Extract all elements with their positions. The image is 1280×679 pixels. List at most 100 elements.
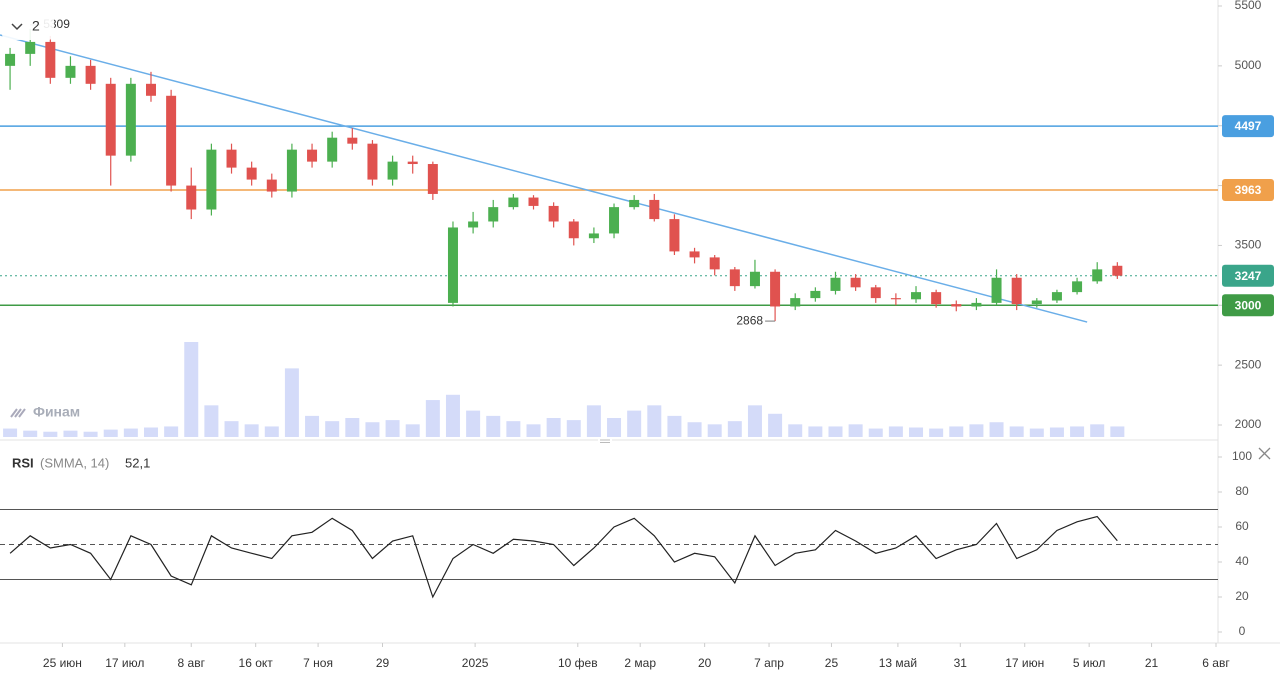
candle-body: [186, 185, 197, 210]
rsi-y-tick-label: 80: [1235, 484, 1249, 498]
volume-bar: [264, 426, 279, 437]
volume-bar: [425, 400, 440, 437]
candle-body: [931, 292, 942, 305]
candle-body: [286, 149, 297, 192]
volume-bar: [325, 421, 340, 437]
candle-body: [850, 277, 861, 288]
price-badge-label: 3000: [1235, 298, 1262, 312]
x-tick-label: 6 авг: [1202, 656, 1230, 670]
volume-bar: [868, 428, 883, 437]
candle-body: [226, 149, 237, 168]
watermark: Финам: [33, 404, 80, 420]
candle-body: [911, 292, 922, 300]
volume-bar: [284, 368, 299, 437]
candle-body: [528, 197, 539, 206]
volume-bar: [768, 413, 783, 437]
candle-body: [729, 269, 740, 287]
trendline: [0, 34, 1088, 323]
candle-body: [327, 137, 338, 162]
volume-bar: [204, 405, 219, 437]
price-badge: [1222, 179, 1274, 202]
x-tick-label: 25: [825, 656, 839, 670]
watermark-box: [2, 398, 94, 428]
candle-body: [1092, 269, 1103, 282]
volume-bar: [365, 422, 380, 437]
price-badge: [1222, 264, 1274, 287]
candle-body: [166, 95, 177, 186]
rsi-line: [9, 515, 1118, 599]
x-tick-label: 31: [954, 656, 968, 670]
volume-bar: [1110, 426, 1125, 437]
volume-bar: [546, 418, 561, 437]
volume-bar: [123, 428, 138, 437]
rsi-y-tick-label: 100: [1232, 449, 1252, 463]
candle-body: [387, 161, 398, 180]
candle-body: [407, 161, 418, 165]
volume-bar: [143, 427, 158, 437]
candle-body: [749, 271, 760, 287]
volume-bar: [747, 405, 762, 437]
rsi-y-tick-label: 0: [1239, 624, 1246, 638]
candle-body: [588, 233, 599, 239]
volume-bar: [466, 410, 481, 437]
volume-bar: [788, 424, 803, 437]
resize-handle[interactable]: [598, 438, 612, 444]
candle-body: [206, 149, 217, 210]
candle-body: [790, 298, 801, 307]
candle-body: [45, 41, 56, 78]
volume-bar: [888, 426, 903, 437]
x-tick-label: 2 мар: [624, 656, 656, 670]
y-tick-label: 5000: [1235, 58, 1262, 72]
candle-body: [65, 65, 76, 78]
x-tick-label: 2025: [462, 656, 489, 670]
chevron-icon: [11, 23, 23, 31]
volume-bar: [647, 405, 662, 437]
volume-bar: [526, 424, 541, 437]
volume-bar: [707, 424, 722, 437]
candle-body: [870, 287, 881, 299]
candle-body: [25, 41, 36, 54]
volume-bar: [43, 431, 58, 437]
volume-bar: [244, 424, 259, 437]
volume-bar: [1090, 424, 1105, 437]
volume-bar: [1009, 426, 1024, 437]
rsi-y-tick-label: 40: [1235, 554, 1249, 568]
volume-bar: [23, 430, 38, 437]
candle-body: [1112, 265, 1123, 276]
rsi-name: RSI: [12, 455, 34, 470]
rsi-params: (SMMA, 14): [40, 455, 109, 470]
price-badge-label: 3963: [1235, 183, 1262, 197]
candle-body: [427, 164, 438, 194]
rsi-y-tick-label: 20: [1235, 589, 1249, 603]
volume-bar: [103, 429, 118, 437]
candle-body: [709, 257, 720, 270]
candle-body: [468, 221, 479, 228]
rsi-current: 52,1: [125, 455, 150, 470]
volume-bar: [969, 424, 984, 437]
y-tick-label: 2000: [1235, 417, 1262, 431]
volume-bar: [224, 421, 239, 437]
volume-bar: [828, 426, 843, 437]
x-tick-label: 20: [698, 656, 712, 670]
candle-body: [810, 290, 821, 299]
y-tick-label: 3500: [1235, 238, 1262, 252]
collapse-count[interactable]: 2: [32, 18, 40, 34]
collapse-button[interactable]: [2, 14, 54, 40]
min-label: 2868: [736, 313, 763, 327]
x-tick-label: 21: [1145, 656, 1159, 670]
candle-body: [367, 143, 378, 180]
y-tick-label: 2500: [1235, 357, 1262, 371]
candle-body: [508, 197, 519, 208]
candle-body: [1072, 281, 1083, 293]
x-tick-label: 17 июн: [1005, 656, 1044, 670]
volume-bar: [687, 422, 702, 437]
close-icon[interactable]: [1258, 447, 1271, 460]
candle-body: [548, 205, 559, 222]
x-tick-label: 29: [376, 656, 390, 670]
candle-body: [689, 251, 700, 258]
volume-bar: [1029, 428, 1044, 437]
candle-body: [105, 83, 116, 156]
volume-bar: [405, 424, 420, 437]
